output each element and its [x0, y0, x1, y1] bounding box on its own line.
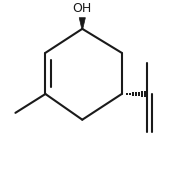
Polygon shape: [79, 18, 85, 29]
Text: OH: OH: [73, 2, 92, 15]
